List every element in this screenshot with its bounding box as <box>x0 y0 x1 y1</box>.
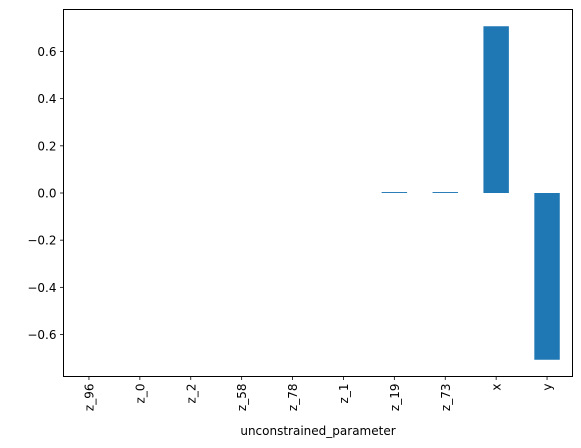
x-tick-label: y <box>541 384 555 391</box>
x-tick-label: z_1 <box>337 384 351 404</box>
x-tick-label: z_19 <box>388 384 402 412</box>
y-tick-label: −0.6 <box>27 328 56 342</box>
x-axis-label: unconstrained_parameter <box>240 424 395 438</box>
bar-x <box>483 26 509 194</box>
bars-group <box>76 26 560 360</box>
y-tick-label: −0.2 <box>27 234 56 248</box>
y-tick-label: 0.0 <box>37 187 56 201</box>
bar-y <box>534 193 560 360</box>
plot-frame <box>63 9 573 377</box>
bar-z_19 <box>381 192 408 193</box>
y-tick-label: 0.4 <box>37 92 56 106</box>
x-axis-ticks: z_96 z_0 z_2 z_58 z_78 z_1 z_19 z_73 x y <box>82 376 555 412</box>
x-tick-label: z_58 <box>235 384 249 412</box>
x-tick-label: x <box>490 384 504 391</box>
x-tick-label: z_2 <box>184 384 198 404</box>
y-axis-ticks: 0.6 0.4 0.2 0.0 −0.2 −0.4 −0.6 <box>27 45 64 342</box>
y-tick-label: 0.6 <box>37 45 56 59</box>
x-tick-label: z_78 <box>286 384 300 412</box>
y-tick-label: −0.4 <box>27 281 56 295</box>
x-tick-label: z_96 <box>82 384 96 412</box>
x-tick-label: z_0 <box>133 384 147 404</box>
x-tick-label: z_73 <box>439 384 453 412</box>
y-tick-label: 0.2 <box>37 139 56 153</box>
bar-z_73 <box>432 192 458 193</box>
